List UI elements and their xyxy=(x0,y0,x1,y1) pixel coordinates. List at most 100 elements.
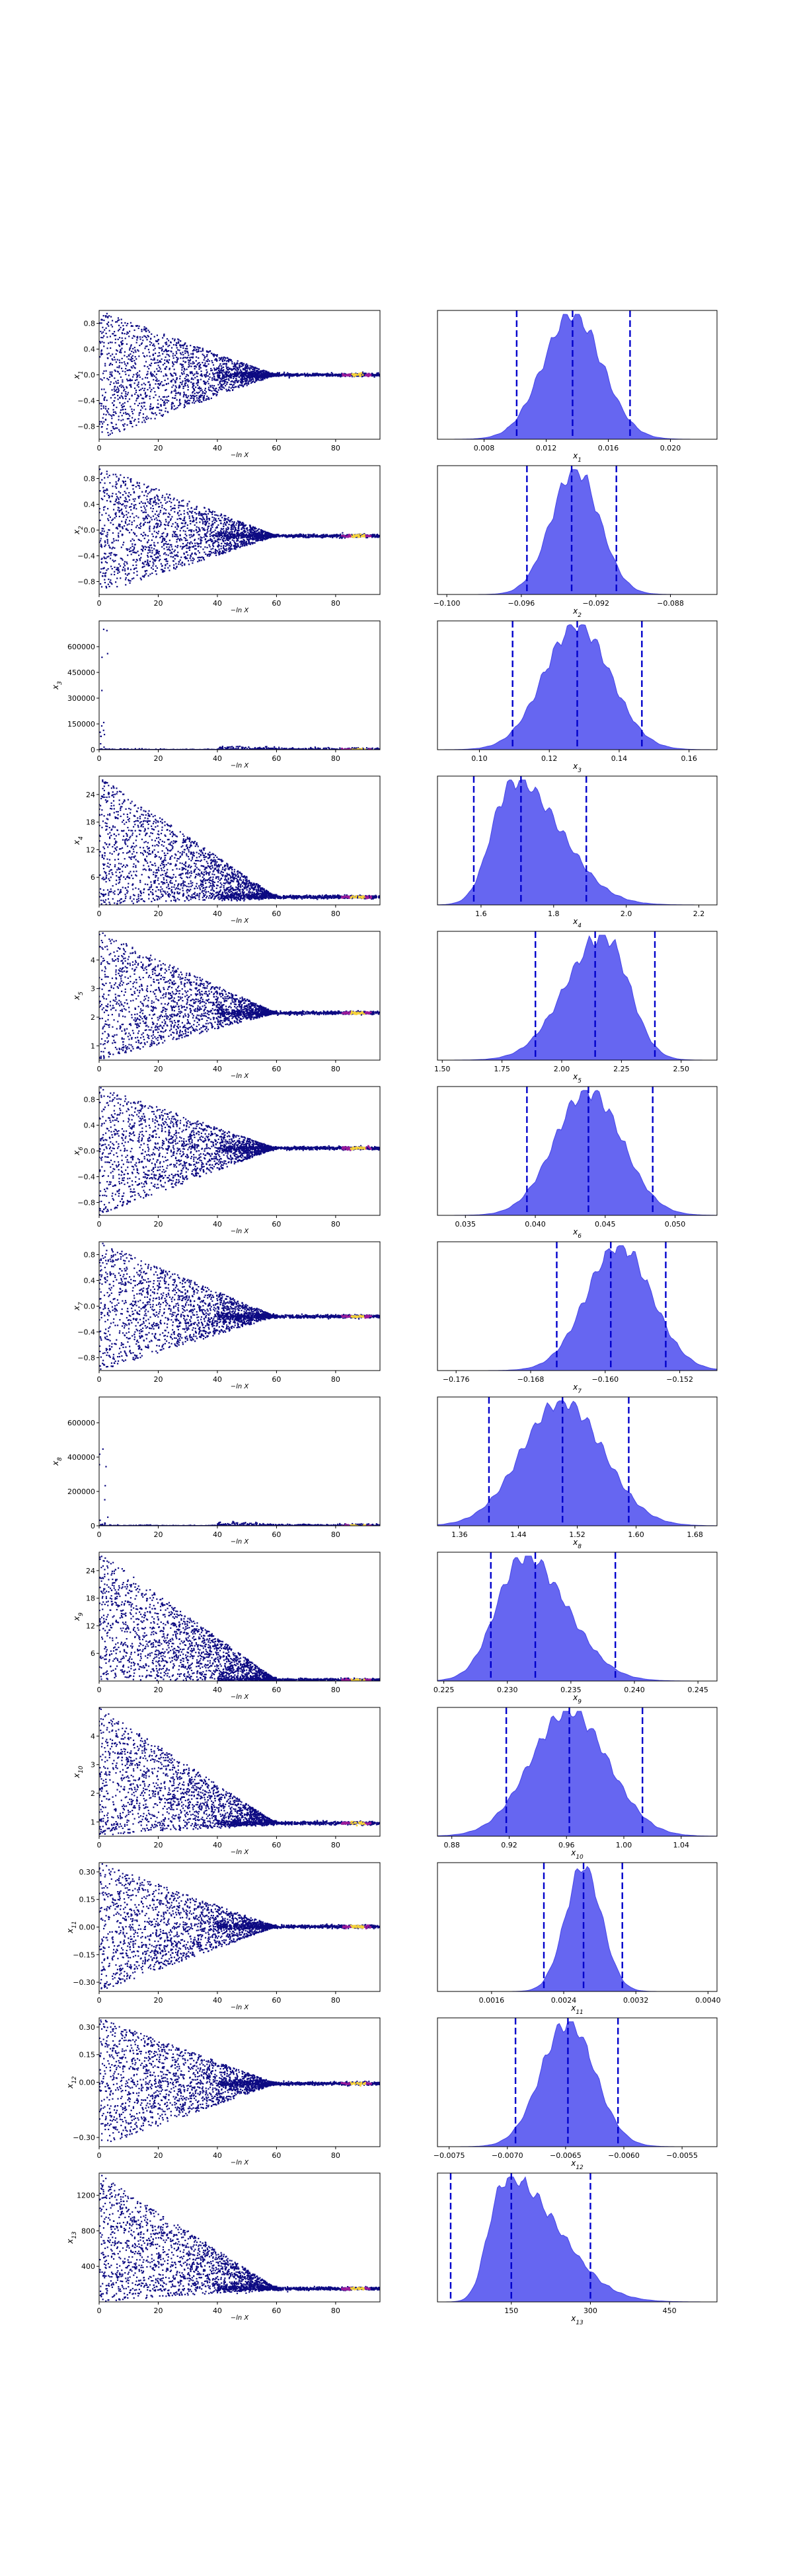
trace-xtick-label: 40 xyxy=(213,910,222,918)
trace-ytick-label: 0.15 xyxy=(79,2051,96,2059)
trace-xtick-label: 0 xyxy=(97,754,102,763)
trace-xtick-label: 20 xyxy=(153,599,163,608)
trace-xtick-label: 80 xyxy=(331,1220,340,1229)
posterior-xtick-label: 0.240 xyxy=(624,1686,645,1694)
posterior-xtick-label: 0.016 xyxy=(598,444,619,452)
trace-ytick-label: 0.0 xyxy=(84,1147,96,1156)
posterior-xlabel: x1 xyxy=(572,451,582,464)
trace-panel-x8: 0 20 40 60 80 600000 400000 200000 0 −ln X x8 xyxy=(51,1396,381,1546)
posterior-xlabel: x10 xyxy=(570,1848,584,1861)
posterior-xlabel: x4 xyxy=(572,917,582,929)
trace-xtick-label: 40 xyxy=(213,444,222,452)
trace-xtick-label: 0 xyxy=(97,1375,102,1384)
posterior-xtick-label: −0.168 xyxy=(517,1375,545,1384)
posterior-panel-x3: 0.10 0.12 0.14 0.16 x3 xyxy=(437,620,718,774)
posterior-xtick-label: −0.092 xyxy=(582,599,609,608)
posterior-xtick-label: 1.6 xyxy=(475,910,487,918)
trace-points-x8 xyxy=(99,1448,380,1526)
trace-xtick-label: 80 xyxy=(331,910,340,918)
trace-ytick-label: 200000 xyxy=(67,1487,95,1496)
posterior-xtick-label: 0.16 xyxy=(681,754,697,763)
posterior-xlabel: x5 xyxy=(572,1072,582,1085)
trace-xtick-label: 0 xyxy=(97,910,102,918)
trace-xtick-label: 0 xyxy=(97,1220,102,1229)
posterior-xtick-label: 0.045 xyxy=(595,1220,616,1229)
trace-ytick-label: 0.8 xyxy=(84,1251,96,1260)
trace-ytick-label: 24 xyxy=(86,1567,95,1575)
trace-ylabel: x10 xyxy=(72,1766,85,1779)
trace-xtick-label: 20 xyxy=(153,2151,163,2160)
posterior-xtick-label: 0.0024 xyxy=(551,1996,577,2005)
trace-xtick-label: 0 xyxy=(97,1530,102,1539)
trace-frame-x13 xyxy=(98,2172,381,2303)
posterior-frame-x7 xyxy=(437,1241,718,1371)
trace-xlabel: −ln X xyxy=(231,1073,250,1080)
trace-ytick-label: −0.8 xyxy=(77,1354,95,1363)
trace-xtick-label: 60 xyxy=(272,1841,281,1849)
trace-ytick-label: 0.00 xyxy=(79,1923,96,1932)
trace-points-x9 xyxy=(99,1556,380,1681)
trace-xtick-label: 0 xyxy=(97,1686,102,1694)
posterior-panel-x8: 1.36 1.44 1.52 1.60 1.68 x8 xyxy=(437,1396,718,1550)
posterior-xtick-label: 0.0040 xyxy=(695,1996,721,2005)
posterior-xtick-label: 1.44 xyxy=(510,1530,527,1539)
trace-ylabel: x13 xyxy=(65,2231,78,2244)
trace-panel-x2: 0 20 40 60 80 0.8 0.4 0.0 −0.4 −0.8 −ln X x2 xyxy=(72,465,381,614)
trace-ylabel: x3 xyxy=(51,681,63,690)
posterior-frame-x13 xyxy=(437,2172,718,2303)
posterior-panel-x13: 150 300 450 x13 xyxy=(437,2172,718,2326)
trace-xtick-label: 80 xyxy=(331,1375,340,1384)
posterior-area-x4 xyxy=(437,779,718,906)
trace-ytick-label: −0.4 xyxy=(77,1173,95,1182)
trace-xlabel: −ln X xyxy=(231,1228,250,1235)
posterior-xlabel: x7 xyxy=(572,1382,582,1395)
trace-xtick-label: 20 xyxy=(153,910,163,918)
posterior-xtick-label: −0.0055 xyxy=(666,2151,698,2160)
posterior-xtick-label: −0.088 xyxy=(657,599,684,608)
posterior-panel-x12: −0.0075 −0.0070 −0.0065 −0.0060 −0.0055 x12 xyxy=(434,2017,718,2171)
trace-xtick-label: 40 xyxy=(213,2307,222,2315)
trace-xtick-label: 20 xyxy=(153,1530,163,1539)
posterior-panel-x1: 0.008 0.012 0.016 0.020 x1 xyxy=(437,310,718,464)
posterior-panel-x9: 0.225 0.230 0.235 0.240 0.245 x9 xyxy=(434,1552,718,1705)
trace-ytick-label: 12 xyxy=(86,1622,95,1630)
posterior-area-x12 xyxy=(437,2021,717,2147)
trace-xtick-label: 20 xyxy=(153,1841,163,1849)
posterior-panel-x10: 0.88 0.92 0.96 1.00 1.04 x10 xyxy=(437,1707,718,1861)
trace-xtick-label: 60 xyxy=(272,1530,281,1539)
trace-ytick-label: 2 xyxy=(91,1013,95,1022)
posterior-panel-x7: −0.176 −0.168 −0.160 −0.152 x7 xyxy=(437,1241,718,1395)
trace-ytick-label: −0.8 xyxy=(77,423,95,431)
trace-xtick-label: 0 xyxy=(97,599,102,608)
posterior-area-x2 xyxy=(437,469,717,595)
trace-panel-x5: 0 20 40 60 80 4 3 2 1 −ln X x5 xyxy=(72,931,381,1080)
trace-xtick-label: 0 xyxy=(97,444,102,452)
trace-ytick-label: 4 xyxy=(91,956,95,964)
posterior-frame-x12 xyxy=(437,2017,718,2147)
posterior-xtick-label: 0.012 xyxy=(536,444,557,452)
trace-points-x12 xyxy=(99,2019,380,2142)
posterior-frame-x11 xyxy=(437,1862,718,1992)
trace-frame-x8 xyxy=(98,1396,381,1526)
trace-ytick-label: 600000 xyxy=(67,1419,95,1427)
trace-ytick-label: −0.8 xyxy=(77,1199,95,1207)
trace-xtick-label: 60 xyxy=(272,444,281,452)
posterior-frame-x6 xyxy=(437,1086,718,1216)
trace-ytick-label: 0.4 xyxy=(84,501,96,509)
trace-ytick-label: 4 xyxy=(91,1732,95,1740)
trace-xtick-label: 40 xyxy=(213,754,222,763)
trace-points-x10 xyxy=(99,1707,380,1836)
posterior-panel-x4: 1.6 1.8 2.0 2.2 x4 xyxy=(437,775,718,929)
trace-ytick-label: 6 xyxy=(91,1649,95,1658)
trace-xlabel: −ln X xyxy=(231,607,250,614)
trace-ytick-label: −0.4 xyxy=(77,552,95,561)
posterior-xtick-label: 0.10 xyxy=(471,754,488,763)
posterior-xtick-label: 1.8 xyxy=(548,910,560,918)
posterior-xtick-label: 0.92 xyxy=(501,1841,517,1849)
posterior-xtick-label: 0.050 xyxy=(665,1220,686,1229)
trace-xtick-label: 80 xyxy=(331,2151,340,2160)
trace-xtick-label: 0 xyxy=(97,2151,102,2160)
trace-ytick-label: 2 xyxy=(91,1789,95,1798)
posterior-xtick-label: 0.008 xyxy=(474,444,495,452)
posterior-xtick-label: 1.68 xyxy=(687,1530,703,1539)
